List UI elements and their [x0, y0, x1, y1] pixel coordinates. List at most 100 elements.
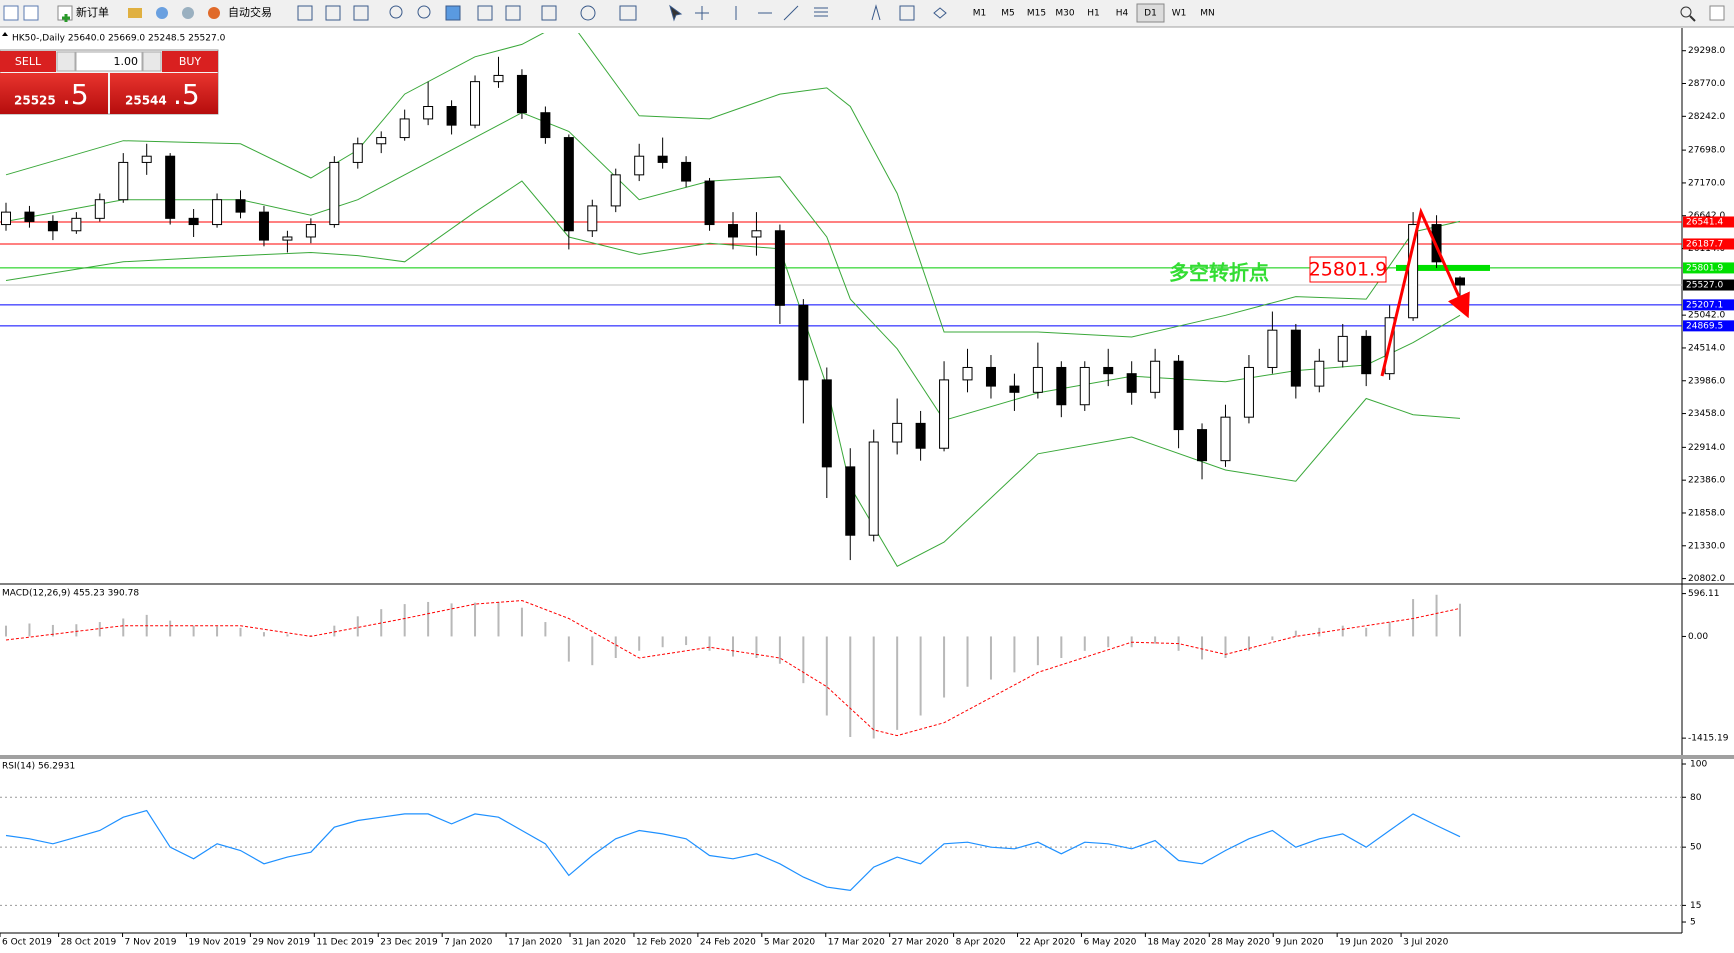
- timeframe-button[interactable]: W1: [1172, 9, 1187, 19]
- arrow-tool[interactable]: [933, 7, 947, 19]
- icon-button[interactable]: [128, 8, 142, 18]
- timeframe-button[interactable]: M5: [1001, 9, 1015, 19]
- candle-body: [212, 199, 223, 226]
- icon-button[interactable]: [156, 7, 168, 19]
- ask-price-box[interactable]: [110, 73, 218, 114]
- icon-button[interactable]: [297, 5, 313, 21]
- x-tick-label: 28 Oct 2019: [61, 938, 117, 948]
- y-tick-label: 29298.0: [1688, 46, 1725, 56]
- candle-body: [1009, 385, 1020, 393]
- new-order-button[interactable]: 新订单: [76, 5, 109, 19]
- bid-price-big: .5: [62, 78, 89, 111]
- x-tick-label: 18 May 2020: [1147, 938, 1206, 948]
- timeframe-button[interactable]: D1: [1144, 9, 1157, 19]
- bid-price-box[interactable]: [0, 73, 108, 114]
- chart-bg: [0, 28, 1734, 949]
- price-level-label: 25801.9: [1686, 263, 1723, 273]
- icon-button[interactable]: [477, 5, 493, 21]
- annotation-text: 多空转折点: [1169, 261, 1269, 285]
- auto-trading-button[interactable]: 自动交易: [228, 5, 272, 19]
- icon-button[interactable]: [182, 7, 194, 19]
- candle-body: [1197, 429, 1208, 462]
- timeframe-button[interactable]: H1: [1087, 9, 1100, 19]
- text-tool[interactable]: [871, 4, 881, 21]
- icon-button[interactable]: [541, 5, 557, 21]
- candle-body: [1126, 373, 1137, 393]
- annotation-price: 25801.9: [1309, 259, 1388, 281]
- candle-body: [71, 217, 82, 232]
- one-click-trading: SELL 1.00 BUY 25525 .5 25544 .5: [0, 49, 219, 115]
- buy-label[interactable]: BUY: [179, 55, 202, 68]
- candle-body: [235, 199, 246, 213]
- ask-price: 25544: [125, 94, 167, 108]
- icon-button[interactable]: [23, 5, 39, 21]
- cursor-tool[interactable]: [669, 4, 683, 22]
- sell-label[interactable]: SELL: [15, 55, 42, 68]
- fibo-tool[interactable]: [814, 7, 828, 17]
- macd-signal: [5, 599, 1461, 737]
- sell-button[interactable]: [0, 51, 56, 72]
- lot-input[interactable]: [75, 51, 143, 72]
- timeframe-button[interactable]: M1: [973, 9, 987, 19]
- candle-body: [1, 211, 11, 226]
- candle-body: [939, 379, 950, 449]
- candle-body: [1314, 360, 1325, 387]
- y-tick-label: 28242.0: [1688, 112, 1725, 122]
- candle-body: [1103, 366, 1114, 375]
- timeframe-button[interactable]: H4: [1116, 9, 1129, 19]
- x-tick-label: 12 Feb 2020: [636, 938, 692, 948]
- price-level-label: 26541.4: [1686, 217, 1723, 227]
- candle-body: [657, 155, 668, 163]
- candle-body: [1056, 366, 1067, 406]
- chart-tools: [297, 4, 947, 22]
- timeframe-button[interactable]: M30: [1055, 9, 1074, 19]
- search-icon[interactable]: [1680, 6, 1692, 18]
- icon-button[interactable]: [3, 5, 19, 21]
- icon-button[interactable]: [580, 5, 596, 21]
- icon-button[interactable]: [445, 5, 461, 21]
- zoom-out[interactable]: [417, 5, 431, 19]
- buy-button[interactable]: [162, 51, 218, 72]
- icon-button[interactable]: [619, 5, 637, 21]
- crosshair-tool[interactable]: [695, 6, 709, 20]
- x-tick-label: 11 Dec 2019: [316, 938, 374, 948]
- icon-button[interactable]: [325, 5, 341, 21]
- plus-icon: [62, 14, 70, 22]
- candle-body: [165, 155, 176, 219]
- x-tick-label: 28 May 2020: [1211, 938, 1270, 948]
- y-tick-label: 27170.0: [1688, 178, 1725, 188]
- icon-button[interactable]: [1709, 5, 1725, 21]
- candle-body: [1408, 224, 1419, 319]
- zoom-in[interactable]: [389, 5, 403, 19]
- candle-body: [1150, 360, 1161, 393]
- lot-up[interactable]: [142, 51, 162, 72]
- candle-body: [704, 180, 715, 226]
- x-tick-label: 31 Jan 2020: [572, 938, 626, 948]
- candle-body: [258, 211, 269, 241]
- candle-body: [141, 155, 152, 163]
- x-tick-label: 17 Mar 2020: [828, 938, 885, 948]
- price-level-tag: [1683, 238, 1734, 250]
- search-icon-handle: [1689, 15, 1696, 22]
- x-tick-label: 6 Oct 2019: [2, 938, 52, 948]
- timeframe-button[interactable]: MN: [1200, 9, 1215, 19]
- y-tick-label: 25042.0: [1688, 311, 1725, 321]
- trendline-tool[interactable]: [783, 5, 799, 21]
- candle-body: [1220, 416, 1231, 462]
- y-tick-label: 23458.0: [1688, 409, 1725, 419]
- rsi-line: [5, 809, 1461, 892]
- y-tick-label: 22386.0: [1688, 476, 1725, 486]
- candle-body: [376, 137, 387, 145]
- candle-body: [118, 161, 129, 201]
- timeframe-button[interactable]: M15: [1027, 9, 1046, 19]
- icon-button[interactable]: [505, 5, 521, 21]
- lot-down[interactable]: [56, 51, 76, 72]
- candle-body: [399, 118, 410, 139]
- auto-trading-icon[interactable]: [208, 7, 220, 19]
- candle-body: [352, 143, 363, 163]
- label-tool[interactable]: [899, 5, 915, 21]
- y-tick-label: 15: [1690, 901, 1701, 911]
- icon-button[interactable]: [353, 5, 369, 21]
- timeframes: M1 M5 M15 M30 H1 H4 D1 W1 MN: [973, 3, 1215, 23]
